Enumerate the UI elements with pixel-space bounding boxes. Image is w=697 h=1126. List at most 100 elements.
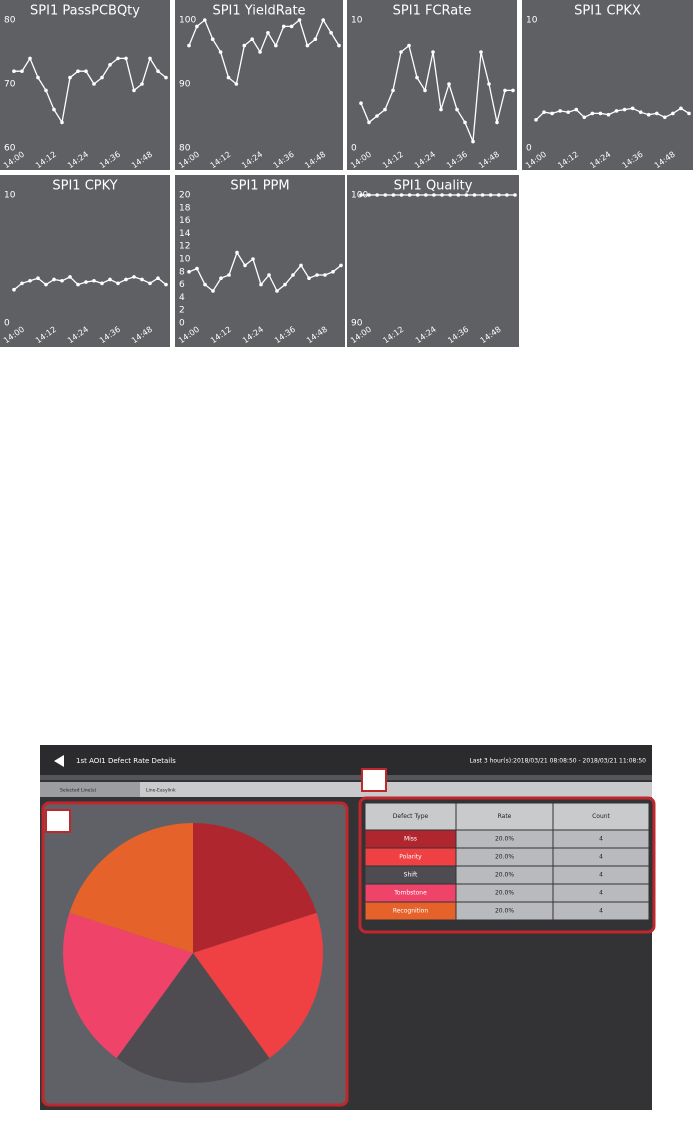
point bbox=[431, 50, 435, 54]
point bbox=[463, 120, 467, 125]
point bbox=[52, 277, 56, 282]
point bbox=[266, 31, 270, 35]
point bbox=[359, 193, 363, 197]
point bbox=[550, 111, 554, 116]
point bbox=[28, 278, 32, 283]
point bbox=[124, 277, 128, 282]
point bbox=[391, 193, 396, 197]
point bbox=[92, 278, 96, 283]
marker bbox=[361, 768, 387, 792]
point bbox=[164, 75, 168, 80]
chart-panel bbox=[347, 0, 517, 170]
point bbox=[566, 110, 571, 114]
point bbox=[391, 88, 395, 93]
point bbox=[281, 24, 286, 29]
defect-count: 4 bbox=[599, 872, 603, 879]
point bbox=[100, 75, 104, 80]
defect-type: Miss bbox=[404, 836, 417, 843]
table-header: Count bbox=[592, 813, 610, 820]
tab-bar bbox=[40, 782, 652, 797]
defect-count: 4 bbox=[599, 854, 603, 861]
point bbox=[399, 50, 403, 54]
tab[interactable] bbox=[40, 782, 140, 797]
point bbox=[92, 82, 96, 86]
y-tick-label: 10 bbox=[179, 255, 191, 265]
table-header-cell bbox=[455, 802, 554, 831]
point bbox=[258, 50, 262, 54]
point bbox=[140, 277, 144, 282]
y-tick-label: 80 bbox=[179, 144, 191, 154]
point bbox=[202, 18, 207, 22]
point bbox=[383, 193, 388, 197]
chart-panel bbox=[347, 175, 519, 347]
point bbox=[415, 193, 420, 197]
point bbox=[84, 69, 88, 73]
point bbox=[52, 107, 56, 112]
back-arrow[interactable] bbox=[54, 755, 64, 767]
point bbox=[439, 107, 443, 112]
chart-panel bbox=[0, 175, 170, 347]
y-tick-label: 0 bbox=[351, 144, 357, 154]
point bbox=[513, 193, 517, 197]
point bbox=[203, 282, 207, 287]
point bbox=[156, 69, 160, 73]
point bbox=[622, 107, 627, 112]
point bbox=[480, 193, 485, 197]
point bbox=[407, 43, 411, 48]
defect-type: Polarity bbox=[399, 854, 422, 861]
chart-panel bbox=[0, 0, 170, 170]
point bbox=[375, 193, 380, 197]
point bbox=[488, 193, 493, 197]
header-range: Last 3 hour(s):2018/03/21 08:08:50 - 201… bbox=[469, 758, 646, 765]
point bbox=[479, 50, 483, 54]
point bbox=[259, 282, 263, 287]
point bbox=[638, 110, 643, 114]
y-tick-label: 90 bbox=[179, 80, 191, 90]
point bbox=[44, 282, 48, 287]
point bbox=[116, 56, 120, 61]
point bbox=[423, 88, 427, 93]
point bbox=[448, 193, 452, 197]
defect-count: 4 bbox=[599, 836, 603, 843]
point bbox=[12, 69, 16, 73]
y-tick-label: 18 bbox=[179, 203, 191, 213]
point bbox=[234, 82, 239, 86]
defect-type: Recognition bbox=[393, 908, 429, 915]
point bbox=[383, 107, 387, 112]
point bbox=[108, 277, 112, 282]
point bbox=[226, 75, 231, 80]
point bbox=[289, 24, 294, 29]
point bbox=[235, 250, 239, 255]
point bbox=[558, 109, 562, 113]
y-tick-label: 2 bbox=[179, 306, 185, 316]
point bbox=[187, 270, 191, 274]
point bbox=[590, 111, 595, 116]
point bbox=[407, 193, 412, 197]
chart-title: SPI1 CPKY bbox=[52, 179, 117, 194]
point bbox=[132, 88, 136, 93]
point bbox=[243, 263, 247, 268]
y-tick-label: 16 bbox=[179, 216, 191, 226]
point bbox=[315, 273, 319, 277]
point bbox=[307, 276, 311, 281]
point bbox=[218, 50, 223, 54]
chart-panel bbox=[175, 0, 343, 170]
point bbox=[440, 193, 444, 197]
y-tick-label: 6 bbox=[179, 280, 185, 290]
point bbox=[68, 75, 72, 80]
point bbox=[76, 69, 80, 73]
pie-slice bbox=[193, 912, 324, 1059]
point bbox=[305, 43, 310, 48]
point bbox=[267, 273, 271, 277]
point bbox=[12, 287, 16, 292]
point bbox=[456, 193, 461, 197]
point bbox=[582, 115, 587, 120]
chart-panel bbox=[175, 175, 345, 347]
point bbox=[472, 193, 477, 197]
y-tick-label: 8 bbox=[179, 267, 185, 277]
point bbox=[44, 88, 48, 93]
point bbox=[337, 43, 341, 48]
point bbox=[187, 43, 191, 48]
y-tick-label: 0 bbox=[4, 319, 10, 329]
